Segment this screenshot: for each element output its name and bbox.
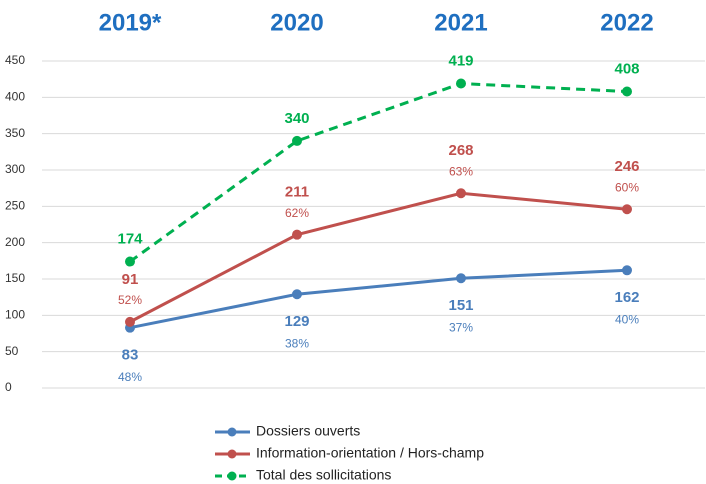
category-label: 2022: [600, 9, 653, 36]
point: [622, 86, 632, 97]
share-label: 37%: [449, 320, 473, 334]
y-tick-label: 150: [5, 271, 25, 285]
share-label: 63%: [449, 164, 473, 178]
share-label: 38%: [285, 336, 309, 350]
category-label: 2020: [270, 9, 323, 36]
y-tick-label: 450: [5, 53, 25, 67]
legend-marker: [227, 471, 237, 481]
point: [456, 273, 466, 284]
category-label: 2021: [434, 9, 487, 36]
value-label: 162: [614, 289, 639, 306]
point: [125, 256, 135, 267]
category-label: 2019*: [99, 9, 162, 36]
share-label: 62%: [285, 206, 309, 220]
series-line: [129, 191, 628, 324]
legend-label: Information-orientation / Hors-champ: [256, 445, 484, 461]
share-label: 40%: [615, 312, 639, 326]
point: [456, 188, 466, 199]
point: [292, 229, 302, 240]
value-label: 246: [614, 158, 639, 175]
value-label: 340: [284, 110, 309, 127]
point: [622, 265, 632, 276]
y-tick-label: 400: [5, 90, 25, 104]
share-label: 60%: [615, 180, 639, 194]
value-label: 268: [448, 142, 473, 159]
value-label: 151: [448, 297, 473, 314]
value-label: 408: [614, 60, 639, 77]
y-tick-label: 300: [5, 162, 25, 176]
point: [292, 289, 302, 300]
value-label: 211: [285, 184, 309, 201]
point: [125, 316, 135, 327]
series-line: [129, 268, 628, 330]
value-label: 83: [122, 347, 139, 364]
legend-marker: [227, 449, 237, 459]
y-tick-label: 250: [5, 199, 25, 213]
legend-label: Dossiers ouverts: [256, 423, 360, 439]
share-label: 52%: [118, 293, 142, 307]
y-tick-label: 200: [5, 235, 25, 249]
point: [622, 204, 632, 215]
y-tick-label: 350: [5, 126, 25, 140]
value-label: 91: [122, 271, 139, 288]
series-line: [129, 82, 628, 263]
value-label: 129: [284, 313, 309, 330]
y-tick-label: 100: [5, 308, 25, 322]
value-label: 174: [117, 231, 143, 248]
legend-label: Total des sollicitations: [256, 467, 391, 483]
point: [292, 135, 302, 146]
y-tick-label: 50: [5, 344, 19, 358]
y-tick-label: 0: [5, 380, 12, 394]
value-label: 419: [448, 52, 473, 69]
point: [456, 78, 466, 89]
legend-marker: [227, 427, 237, 437]
share-label: 48%: [118, 370, 142, 384]
